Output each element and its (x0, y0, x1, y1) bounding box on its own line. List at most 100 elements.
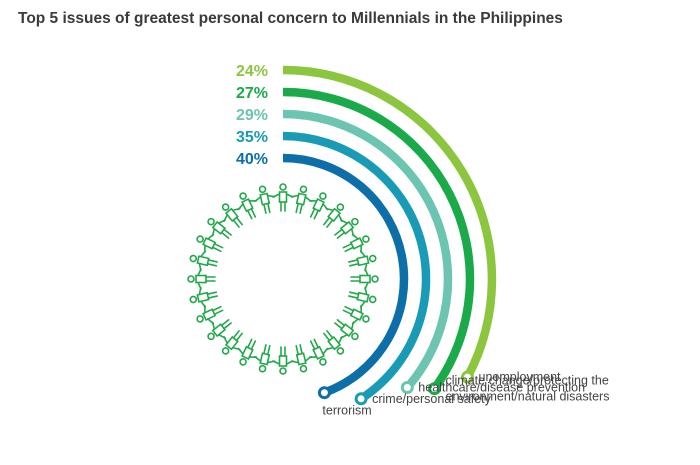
person-leg (220, 319, 230, 327)
person-body (202, 308, 217, 321)
person-head (279, 367, 287, 375)
person-head (221, 347, 230, 355)
person-leg (348, 263, 360, 267)
person-arm (266, 360, 276, 364)
person-leg (334, 322, 343, 330)
person-arm (198, 262, 202, 272)
person-leg (309, 340, 316, 351)
person-leg (235, 332, 243, 342)
person-arm (231, 346, 241, 351)
person-head (299, 364, 308, 373)
person-figure (207, 217, 232, 239)
person-leg (223, 228, 232, 236)
person-arm (308, 199, 318, 202)
category-label-line: healthcare/disease prevention (418, 381, 585, 395)
person-body (278, 355, 288, 367)
person-figure (272, 346, 294, 375)
person-leg (348, 259, 359, 263)
value-label-4: 40% (236, 151, 268, 168)
person-head (189, 254, 198, 263)
person-leg (211, 246, 222, 253)
category-label-4: terrorism (322, 404, 371, 418)
person-body (195, 274, 207, 284)
person-leg (336, 319, 346, 327)
person-head (371, 275, 379, 283)
arc-3 (282, 131, 431, 403)
person-head (368, 254, 377, 263)
person-head (368, 295, 377, 304)
person-figure (221, 203, 243, 228)
person-figure (254, 344, 276, 373)
person-leg (263, 203, 267, 214)
person-leg (250, 207, 257, 218)
person-body (241, 198, 254, 213)
value-label-0: 24% (236, 63, 268, 80)
person-head (221, 203, 230, 211)
category-label-1: climate change/protecting the environment… (446, 374, 610, 404)
person-leg (235, 216, 243, 226)
person-body (339, 220, 355, 235)
person-arm (266, 194, 276, 198)
arc-end-marker-1 (428, 382, 441, 396)
person-leg (207, 259, 218, 263)
person-figure (308, 338, 329, 366)
person-leg (313, 209, 320, 220)
person-head (187, 275, 195, 283)
person-body (356, 255, 370, 267)
chart-title: Top 5 issues of greatest personal concer… (18, 10, 563, 27)
person-body (295, 352, 307, 366)
person-body (349, 308, 364, 321)
person-figure (342, 233, 370, 254)
person-leg (207, 295, 218, 299)
person-figure (342, 304, 370, 325)
person-arm (237, 203, 244, 211)
person-leg (344, 305, 355, 312)
person-body (295, 192, 307, 206)
person-figure (348, 250, 377, 272)
arc-end-marker-3 (354, 392, 368, 406)
category-label-line: terrorism (322, 404, 371, 418)
people-ring-illustration (187, 183, 379, 375)
person-figure (237, 338, 258, 366)
person-head (207, 332, 215, 341)
person-arm (337, 336, 343, 345)
person-head (189, 295, 198, 304)
person-leg (309, 207, 316, 218)
person-arm (325, 207, 335, 212)
person-arm (322, 347, 329, 355)
person-leg (232, 330, 240, 339)
person-figure (196, 233, 224, 254)
person-body (349, 237, 364, 250)
person-leg (206, 291, 218, 295)
person-body (202, 237, 217, 250)
person-head (279, 183, 287, 191)
person-arm (350, 321, 355, 331)
person-arm (360, 304, 363, 314)
person-arm (254, 196, 262, 203)
person-leg (295, 202, 299, 214)
arc-end-marker-4 (317, 386, 331, 400)
person-head (299, 185, 308, 194)
person-head (258, 364, 267, 373)
person-body (196, 255, 210, 267)
arc-4 (282, 153, 409, 397)
person-body (327, 207, 342, 223)
person-body (224, 335, 239, 351)
category-label-line: crime/personal safety (372, 392, 492, 406)
person-arm (200, 300, 207, 308)
person-body (211, 220, 227, 235)
person-head (336, 203, 345, 211)
person-leg (213, 309, 224, 316)
person-arm (359, 250, 366, 258)
person-leg (344, 246, 355, 253)
person-leg (348, 291, 360, 295)
person-leg (223, 322, 232, 330)
person-head (351, 332, 359, 341)
person-figure (207, 319, 232, 341)
category-label-2: healthcare/disease prevention (418, 381, 585, 395)
person-figure (189, 286, 218, 308)
chart-arcs (282, 65, 497, 406)
person-arm (364, 268, 369, 277)
person-head (336, 347, 345, 355)
